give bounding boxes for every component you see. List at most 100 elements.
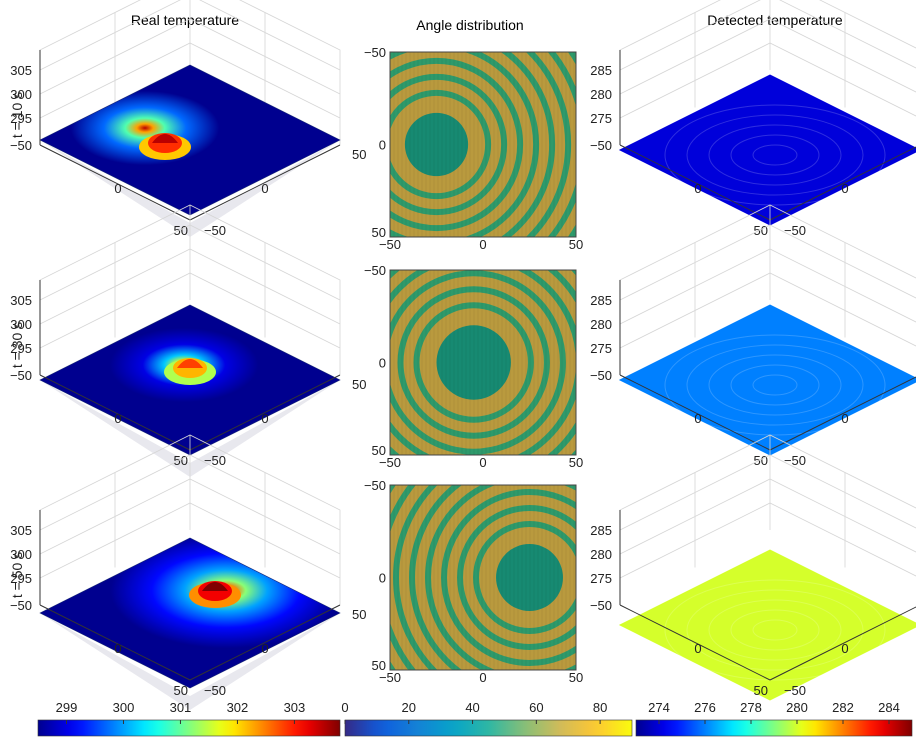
z-tick-label: 300 xyxy=(10,547,32,562)
z-gridline xyxy=(619,454,916,531)
angle-band xyxy=(390,57,524,232)
title-angle-distribution: Angle distribution xyxy=(416,17,523,33)
y-tick-label: −50 xyxy=(364,263,386,278)
angle-band xyxy=(390,270,566,455)
z-tick-label: 280 xyxy=(590,87,612,102)
peak-cap xyxy=(202,582,228,591)
angle-band xyxy=(425,485,576,670)
detected-surface xyxy=(618,549,916,701)
colorbar-tick-label: 274 xyxy=(648,700,670,715)
x-axis-line xyxy=(39,604,191,681)
colorbar-tick-label: 284 xyxy=(878,700,900,715)
z-gridline xyxy=(39,42,341,119)
surface-contour xyxy=(752,619,798,641)
colorbar-gradient xyxy=(37,719,341,737)
surface-contour xyxy=(686,589,864,671)
y-tick-label: 0 xyxy=(841,411,848,426)
y-tick-label: 0 xyxy=(379,356,386,371)
row-label-t50: t = 50 s xyxy=(9,552,25,598)
y-tick-label: 0 xyxy=(379,138,386,153)
colorbar-tick-label: 278 xyxy=(740,700,762,715)
y-tick-label: 0 xyxy=(261,181,268,196)
z-tick-label: 295 xyxy=(10,571,32,586)
z-tick-label: 280 xyxy=(590,317,612,332)
surface-contour xyxy=(708,124,842,186)
y-tick-label: 0 xyxy=(261,411,268,426)
detected-surface xyxy=(618,74,916,226)
z-gridline xyxy=(39,272,341,349)
x-tick-label: 0 xyxy=(694,641,701,656)
x-tick-label: 0 xyxy=(114,181,121,196)
peak-cap xyxy=(177,359,203,368)
angle-map-frame xyxy=(389,51,577,238)
y-tick-label: −50 xyxy=(784,453,806,468)
surface-contour xyxy=(752,374,798,396)
x-tick-label: 50 xyxy=(569,237,583,252)
x-tick-label: 0 xyxy=(694,181,701,196)
angle-band xyxy=(390,73,508,216)
x-tick-label: 50 xyxy=(754,683,768,698)
z-tick-label: 275 xyxy=(590,341,612,356)
z-tick-label: 280 xyxy=(590,547,612,562)
detected-temp-panel-row3: 285 280 275 −50 0 50 −50 0 50 xyxy=(590,434,916,701)
z-gridline xyxy=(619,18,916,95)
row-label-t10: t = 10 s xyxy=(9,92,25,138)
colorbar-tick-label: 299 xyxy=(56,700,78,715)
surface-contour xyxy=(730,609,820,651)
surface-contour xyxy=(664,334,886,436)
z-tick-label: −50 xyxy=(10,138,32,153)
angle-map-frame xyxy=(389,269,577,456)
z-tick-label: 285 xyxy=(590,63,612,78)
x-tick-label: −50 xyxy=(379,455,401,470)
y-tick-label: 50 xyxy=(372,443,386,458)
z-tick-label: 295 xyxy=(10,111,32,126)
z-gridline xyxy=(39,478,341,555)
z-gridline xyxy=(619,272,916,349)
real-temp-panel-row2: 305 300 295 −50 0 50 −50 0 50 xyxy=(10,204,366,477)
z-tick-label: 300 xyxy=(10,87,32,102)
angle-map-image xyxy=(390,485,576,670)
z-gridline xyxy=(619,248,916,325)
y-tick-label: 0 xyxy=(841,181,848,196)
z-tick-label: 300 xyxy=(10,317,32,332)
x-tick-label: 50 xyxy=(569,670,583,685)
surface-contour xyxy=(708,354,842,416)
z-gridline xyxy=(619,478,916,555)
angle-band xyxy=(390,89,492,200)
y-axis-line xyxy=(189,374,341,451)
colorbar-gradient xyxy=(344,719,633,737)
surface-contour xyxy=(752,144,798,166)
y-tick-label: 50 xyxy=(372,225,386,240)
surface-contour xyxy=(686,344,864,426)
angle-band xyxy=(525,52,572,237)
x-axis-line xyxy=(39,144,191,221)
temperature-surface xyxy=(39,64,341,216)
y-tick-label: 50 xyxy=(352,147,366,162)
colorbar-real-temperature: 299 300 301 302 303 xyxy=(37,700,341,737)
z-tick-label: −50 xyxy=(10,598,32,613)
x-tick-label: −50 xyxy=(379,237,401,252)
angle-band xyxy=(413,302,534,423)
x-tick-label: −50 xyxy=(379,670,401,685)
y-tick-label: 50 xyxy=(352,377,366,392)
surface-contour xyxy=(730,364,820,406)
y-tick-label: 0 xyxy=(379,571,386,586)
z-tick-label: 295 xyxy=(10,341,32,356)
colorbar-tick-label: 20 xyxy=(402,700,416,715)
y-tick-label: 0 xyxy=(841,641,848,656)
z-tick-label: 275 xyxy=(590,571,612,586)
y-tick-label: −50 xyxy=(364,45,386,60)
colorbar-tick-label: 60 xyxy=(529,700,543,715)
z-gridline xyxy=(619,42,916,119)
angle-band xyxy=(409,485,463,670)
z-tick-label: 285 xyxy=(590,523,612,538)
angle-core xyxy=(436,325,511,400)
title-real-temperature: Real temperature xyxy=(131,12,239,28)
angle-band xyxy=(441,489,576,666)
colorbar-tick-label: 300 xyxy=(113,700,135,715)
z-tick-label: 305 xyxy=(10,63,32,78)
y-axis-line xyxy=(189,604,341,681)
z-tick-label: −50 xyxy=(590,598,612,613)
surface-contour xyxy=(664,104,886,206)
